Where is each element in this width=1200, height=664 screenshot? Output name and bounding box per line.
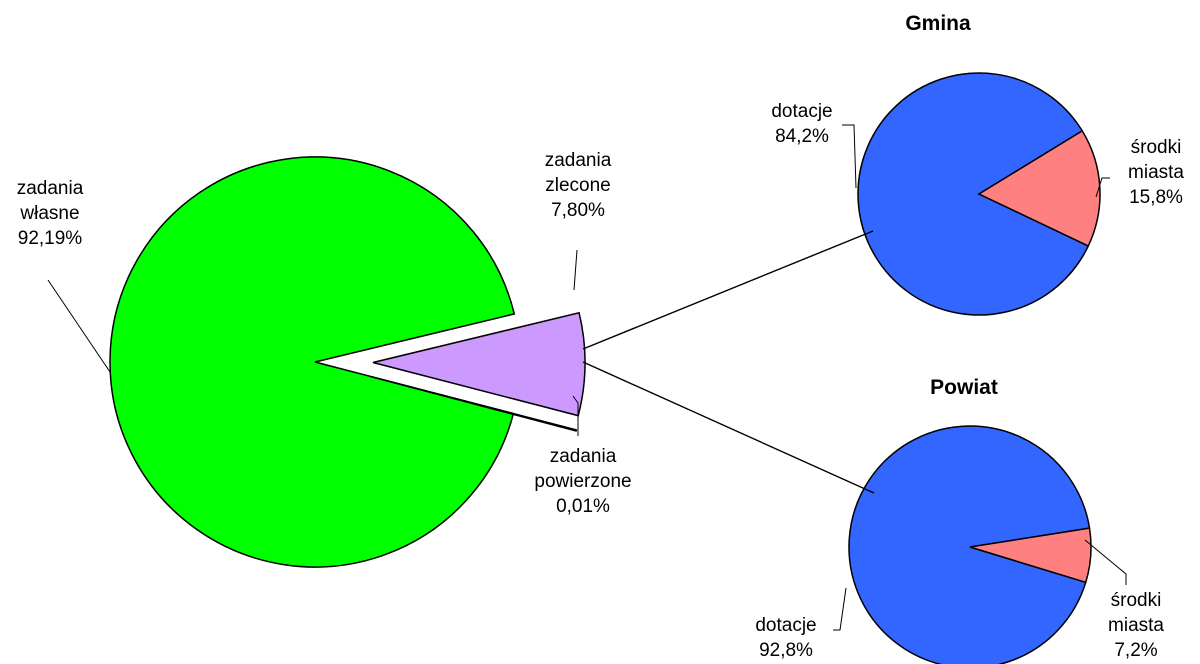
gmina-slice-srodki-miasta xyxy=(977,129,1101,247)
powiat-chart-title: Powiat xyxy=(930,376,998,399)
slice-value: 84,2% xyxy=(775,126,829,147)
leader-line-powiat-srodki xyxy=(1084,539,1127,585)
slice-label-line: dotacje xyxy=(771,101,833,122)
pie-slice-zadania-zlecone xyxy=(372,311,586,417)
slice-value: 0,01% xyxy=(556,496,610,517)
slice-label-line: zadania xyxy=(16,178,84,199)
powiat-label-dotacje: dotacje 92,8% xyxy=(736,613,836,663)
pie-slice-zadania-w-asne xyxy=(109,156,516,568)
gmina-slice-dotacje xyxy=(857,72,1090,316)
leader-line-zadania-zlecone xyxy=(573,249,578,291)
pie-slice-zadania-powierzone xyxy=(370,375,578,432)
slice-value: 7,80% xyxy=(551,200,605,221)
leader-line-zadania-wlasne xyxy=(47,279,111,373)
slice-label-zadania-zlecone: zadania zlecone 7,80% xyxy=(528,148,628,223)
slice-label-zadania-powierzone: zadania powierzone 0,01% xyxy=(518,444,648,519)
gmina-chart-title: Gmina xyxy=(905,12,971,35)
slice-label-line: własne xyxy=(20,203,80,224)
slice-value: 7,2% xyxy=(1114,640,1158,661)
leader-line-gmina-srodki xyxy=(1095,177,1110,198)
powiat-slice-dotacje xyxy=(848,425,1091,664)
slice-label-line: powierzone xyxy=(534,471,632,492)
slice-label-line: zadania xyxy=(544,150,612,171)
slice-label-line: dotacje xyxy=(755,615,817,636)
leader-line-powiat-dotacje xyxy=(833,587,847,631)
slice-label-zadania-wlasne: zadania własne 92,19% xyxy=(2,176,98,251)
powiat-slice-srodki-miasta xyxy=(969,527,1092,584)
slice-label-line: zlecone xyxy=(545,175,611,196)
slice-value: 15,8% xyxy=(1129,187,1183,208)
slice-label-line: środki xyxy=(1130,137,1182,158)
slice-label-line: miasta xyxy=(1108,615,1164,636)
connector-line-powiat xyxy=(582,361,875,494)
slice-value: 92,8% xyxy=(759,640,813,661)
powiat-label-srodki-miasta: środki miasta 7,2% xyxy=(1092,588,1180,663)
slice-value: 92,19% xyxy=(17,228,83,249)
gmina-label-srodki-miasta: środki miasta 15,8% xyxy=(1112,135,1200,210)
leader-line-zadania-powierzone xyxy=(572,395,579,436)
gmina-label-dotacje: dotacje 84,2% xyxy=(752,99,852,149)
connector-line-gmina xyxy=(582,230,874,350)
slice-label-line: środki xyxy=(1110,590,1162,611)
slice-label-line: miasta xyxy=(1128,162,1184,183)
slice-label-line: zadania xyxy=(549,446,617,467)
leader-line-gmina-dotacje xyxy=(842,124,857,189)
